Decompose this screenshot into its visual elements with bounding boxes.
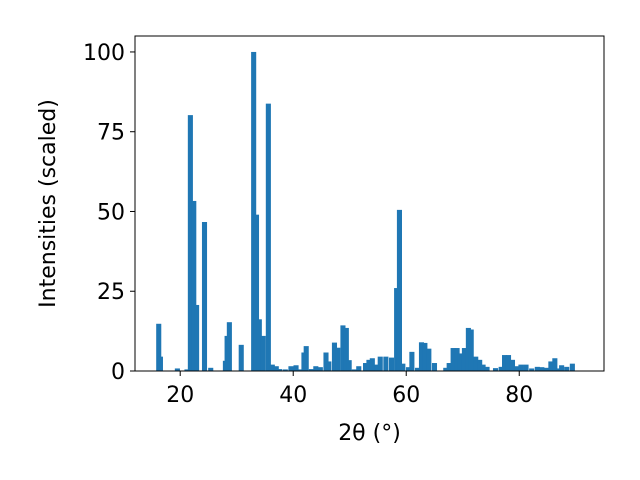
x-tick-label: 40 — [279, 383, 307, 408]
bar — [446, 363, 452, 371]
bar — [326, 361, 332, 371]
y-axis-ticks: 0 25 50 75 100 — [83, 41, 135, 385]
plot-frame — [134, 35, 605, 372]
bar — [409, 351, 415, 371]
bar — [548, 361, 554, 371]
bar — [157, 356, 163, 371]
bar — [293, 365, 299, 371]
bar — [346, 360, 352, 371]
bar — [369, 358, 375, 371]
bar — [426, 348, 432, 371]
bar — [323, 352, 329, 371]
bar — [191, 200, 197, 371]
bar — [457, 353, 464, 371]
bar — [174, 368, 180, 371]
bar — [422, 342, 428, 371]
bar — [331, 342, 338, 371]
bar — [477, 359, 483, 371]
bar — [253, 214, 260, 371]
y-tick-label: 25 — [97, 280, 125, 305]
bar — [559, 365, 565, 371]
x-tick-label: 80 — [505, 383, 533, 408]
bar — [374, 364, 380, 371]
y-tick-label: 75 — [97, 121, 125, 146]
bar — [569, 363, 575, 371]
bar — [502, 355, 508, 371]
bar — [396, 209, 402, 371]
x-axis-label: 2θ (°) — [338, 421, 401, 446]
bar — [454, 348, 460, 371]
x-axis-ticks: 20 40 60 80 — [166, 371, 533, 408]
bar — [277, 369, 283, 371]
bar — [505, 355, 512, 371]
bar — [534, 366, 540, 371]
bar — [377, 356, 383, 371]
bar — [251, 51, 257, 371]
bar — [317, 367, 323, 371]
bar — [498, 366, 504, 371]
bar — [282, 369, 288, 371]
bar — [514, 366, 520, 371]
bar — [308, 369, 314, 371]
bar — [208, 367, 214, 371]
bar — [473, 356, 479, 371]
bar — [288, 366, 294, 371]
bar — [492, 368, 499, 371]
bar — [465, 327, 471, 371]
bar — [529, 368, 535, 371]
bar — [539, 367, 545, 371]
bar — [443, 367, 449, 371]
bar — [484, 366, 490, 371]
bar — [552, 358, 558, 371]
bar — [383, 356, 389, 371]
bar — [518, 364, 524, 371]
bar-series — [156, 51, 575, 372]
bar — [431, 363, 438, 371]
bar — [298, 369, 304, 371]
bar — [194, 304, 200, 371]
bar — [543, 367, 549, 371]
bar — [265, 103, 271, 371]
bar — [226, 322, 232, 371]
bar — [256, 319, 262, 371]
bar — [356, 366, 362, 371]
bar — [156, 323, 162, 371]
bar — [468, 329, 474, 371]
bar — [366, 359, 372, 371]
x-tick-label: 20 — [166, 383, 194, 408]
bar — [509, 359, 516, 371]
bar — [363, 363, 369, 371]
bar — [351, 369, 357, 371]
bar — [405, 367, 412, 371]
y-axis-label: Intensities (scaled) — [36, 99, 61, 308]
bar — [343, 327, 349, 371]
bar — [340, 325, 346, 371]
bar — [480, 364, 486, 371]
bar — [201, 222, 208, 371]
bar — [523, 364, 529, 371]
y-tick-label: 50 — [97, 200, 125, 225]
bar — [400, 363, 406, 371]
y-tick-label: 0 — [111, 360, 125, 385]
bar — [238, 344, 244, 371]
bar — [556, 368, 562, 371]
bar — [450, 348, 456, 371]
bar — [418, 342, 425, 371]
bar — [414, 367, 421, 371]
y-tick-label: 100 — [83, 41, 125, 66]
bar — [273, 366, 279, 371]
bar — [564, 366, 570, 371]
bar — [461, 348, 467, 371]
bar — [388, 357, 395, 371]
bar — [313, 366, 319, 371]
bar — [187, 115, 193, 372]
bar — [269, 364, 275, 371]
bar — [335, 347, 341, 371]
bar — [184, 369, 190, 371]
bar — [303, 346, 309, 371]
bar — [394, 288, 400, 371]
bar — [260, 335, 266, 371]
x-tick-label: 60 — [392, 383, 420, 408]
